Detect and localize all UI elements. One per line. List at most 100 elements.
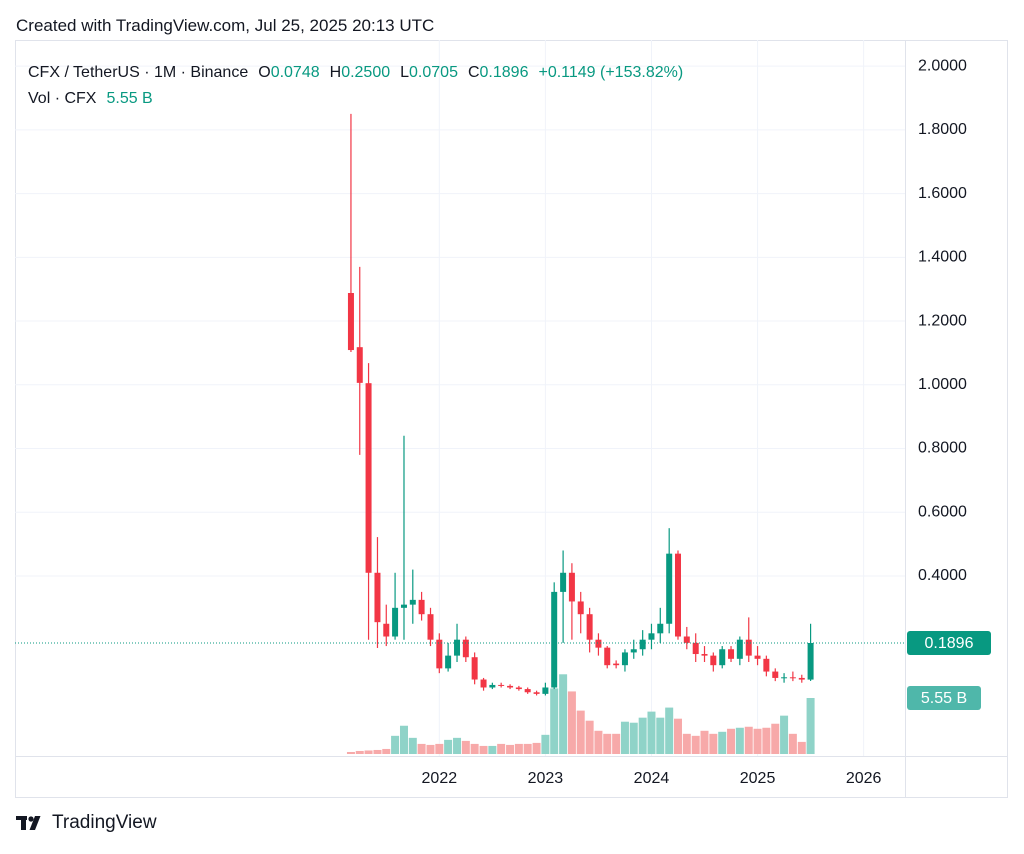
volume-bar (435, 743, 444, 754)
volume-bar (470, 743, 479, 754)
volume-bar (453, 737, 462, 754)
x-tick-label: 2025 (740, 770, 776, 787)
candle-body (604, 647, 611, 666)
candle-body (701, 654, 708, 656)
volume-bar (727, 728, 736, 754)
volume-bar (585, 720, 594, 754)
legend-row: CFX / TetherUS · 1M · Binance O0.0748 H0.2… (28, 60, 683, 86)
volume-bar (541, 734, 550, 754)
volume-bar (682, 733, 691, 754)
volume-bar (399, 725, 408, 754)
volume-title: Vol · CFX (28, 90, 97, 107)
volume-bar (771, 723, 780, 754)
volume-bar (559, 674, 568, 754)
volume-bar (806, 697, 815, 754)
volume-bar (620, 721, 629, 754)
volume-label: 5.55 B (921, 690, 967, 707)
candle-body (507, 685, 514, 688)
y-tick-label: 1.8000 (918, 121, 967, 138)
volume-bar (497, 743, 506, 754)
volume-bar (709, 733, 718, 754)
volume-bar (753, 728, 762, 754)
volume-bar (735, 727, 744, 754)
last-price-box (907, 631, 991, 656)
y-tick-label: 0.8000 (918, 440, 967, 457)
volume-bar (364, 750, 373, 754)
legend-value: 0.0705 (409, 64, 458, 81)
candle-body (489, 684, 496, 688)
volume-bar (780, 715, 789, 754)
candle-body (710, 655, 717, 666)
y-tick-label: 0.6000 (918, 503, 967, 520)
volume-bar (665, 707, 674, 754)
axes: 0.4000 0.6000 0.8000 1.0000 1.2000 1.4000 1.60… (15, 57, 991, 787)
candle-body (763, 658, 770, 672)
last-price-label: 0.1896 (925, 635, 974, 652)
candle-body (392, 607, 399, 637)
volume-bar (417, 743, 426, 754)
legend-key: L (400, 64, 410, 81)
legend-change: +0.1149 (+153.82%) (538, 64, 684, 81)
footer: TradingView (16, 812, 157, 834)
candle-body (436, 639, 443, 669)
candle-body (471, 657, 478, 680)
candle-body (621, 652, 628, 666)
candle-body (745, 639, 752, 656)
candle-body (480, 679, 487, 688)
candle-body (577, 601, 584, 615)
candle-body (657, 623, 664, 634)
candle-body (462, 639, 469, 658)
candle-body (551, 591, 558, 688)
volume-bar (612, 733, 621, 754)
volume-bar (603, 733, 612, 754)
volume-bar (444, 739, 453, 754)
volume-bar (797, 741, 806, 754)
candle-body (666, 553, 673, 624)
candle-body (613, 663, 620, 666)
x-tick-label: 2026 (846, 770, 882, 787)
candle-body (807, 643, 814, 680)
volume-bar (532, 742, 541, 754)
volume-bar (408, 737, 417, 754)
volume-bar (373, 749, 382, 754)
candle-body (798, 677, 805, 680)
symbol: CFX / TetherUS · 1M · Binance (28, 64, 249, 81)
candle-body (356, 347, 363, 383)
candle-body (568, 572, 575, 602)
candle-body (542, 687, 549, 694)
candle-body (630, 649, 637, 653)
volume-bar (762, 727, 771, 754)
volume-bar (391, 735, 400, 754)
legend-key: O (258, 64, 271, 81)
volume-pane (346, 674, 815, 754)
candle-body (683, 636, 690, 643)
volume-value: 5.55 B (106, 90, 153, 107)
volume-bar (656, 717, 665, 754)
x-tick-label: 2024 (634, 770, 670, 787)
legend-value: 0.1896 (479, 64, 529, 81)
y-tick-label: 1.0000 (918, 376, 967, 393)
candle-body (719, 649, 726, 666)
candle-body (515, 687, 522, 690)
volume-bar (346, 751, 355, 754)
candle-body (595, 639, 602, 648)
volume-bar (461, 740, 470, 754)
candle-body (454, 639, 461, 656)
y-tick-label: 1.4000 (918, 249, 967, 266)
candle-body (418, 599, 425, 615)
candle-body (400, 604, 407, 608)
volume-bar (355, 750, 364, 754)
created-note: Created with TradingView.com, Jul 25, 20… (16, 16, 435, 35)
candle-body (427, 614, 434, 640)
legend-value: 0.2500 (341, 64, 391, 81)
candle-body (754, 655, 761, 659)
candle-body (560, 572, 567, 592)
volume-bar (426, 744, 435, 754)
x-tick-label: 2023 (528, 770, 564, 787)
candle-body (374, 572, 381, 623)
candle-body (533, 692, 540, 694)
candle-body (498, 684, 505, 686)
volume-bar (673, 718, 682, 754)
x-tick-label: 2022 (422, 770, 458, 787)
